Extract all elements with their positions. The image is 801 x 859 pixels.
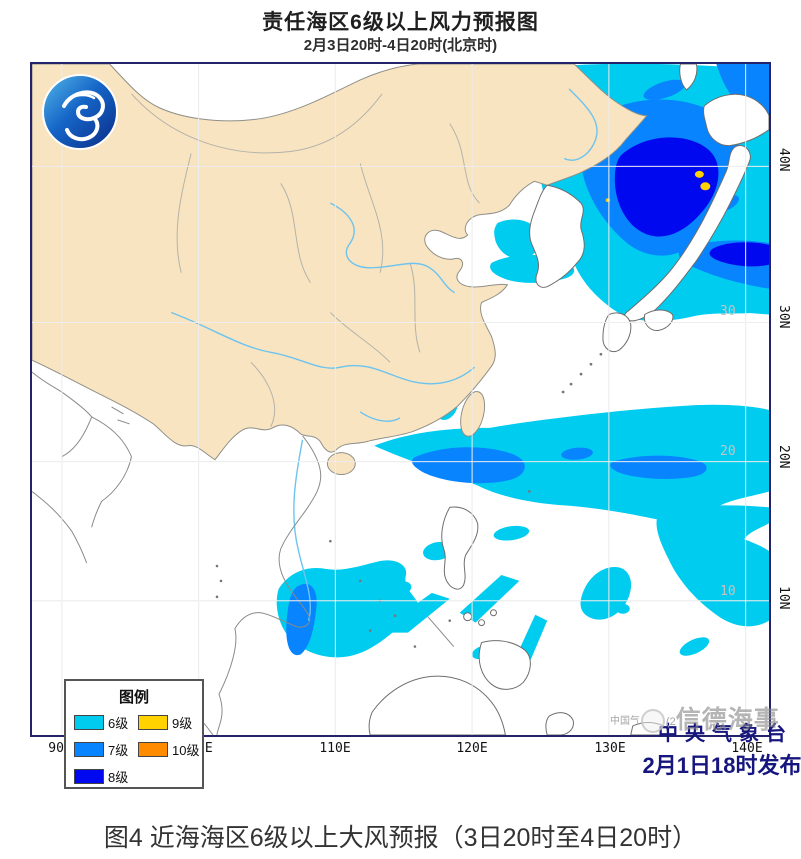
- island-hainan: [326, 452, 356, 476]
- sulawesi: [545, 712, 574, 735]
- legend-swatch-10: [138, 742, 168, 757]
- legend-item-8: 8级: [74, 767, 128, 786]
- legend-item-10: 10级: [138, 740, 199, 759]
- cma-logo: [40, 72, 120, 152]
- japan-hokkaido: [703, 93, 769, 147]
- legend-item-9: 9级: [138, 713, 192, 732]
- map-canvas: [32, 64, 769, 735]
- xaxis-120e: 120E: [456, 741, 488, 756]
- page-subtitle: 2月3日20时-4日20时(北京时): [303, 37, 498, 54]
- rivers: [170, 88, 598, 621]
- japan-shikoku: [643, 309, 674, 331]
- grid-label-30n: 30: [720, 304, 736, 319]
- continent-china: [32, 64, 648, 476]
- philippines-mindanao: [478, 640, 531, 690]
- watermark-prefix: 中国气: [610, 716, 640, 727]
- island-specks: [215, 352, 603, 648]
- korea-peninsula: [529, 184, 585, 288]
- foreign-land: [368, 64, 769, 735]
- watermark-name: 信德海事: [675, 706, 780, 734]
- legend-label-10: 10级: [172, 743, 200, 758]
- wind-area-level9: [605, 170, 711, 203]
- legend-label-9: 9级: [172, 716, 193, 731]
- legend-swatch-8: [74, 769, 104, 784]
- issuer-block: 中央气象台 2月1日18时发布: [624, 717, 801, 780]
- legend-swatch-6: [74, 715, 104, 730]
- yaxis-20n: 20N: [776, 445, 791, 469]
- legend-swatch-7: [74, 742, 104, 757]
- legend-box: 图例 6级 9级 7级 10级 8级: [64, 679, 204, 789]
- legend-title: 图例: [118, 689, 149, 706]
- yaxis-40n: 40N: [776, 148, 791, 172]
- figure-caption: 图4 近海海区6级以上大风预报（3日20时至4日20时）: [103, 824, 698, 852]
- yaxis-30n: 30N: [776, 305, 791, 329]
- grid-label-10n: 10: [720, 584, 736, 599]
- yaxis-10n: 10N: [776, 586, 791, 610]
- xaxis-110e: 110E: [319, 741, 351, 756]
- wind-area-level8: [614, 137, 769, 267]
- legend-label-8: 8级: [108, 770, 129, 785]
- legend-item-6: 6级: [74, 713, 128, 732]
- sakhalin: [679, 64, 698, 91]
- watermark-logo-circle: [641, 709, 665, 733]
- inner-borders: [131, 93, 480, 428]
- xaxis-140e: 140E: [731, 741, 763, 756]
- xaxis-130e: 130E: [594, 741, 626, 756]
- grid-label-20n: 20: [720, 444, 736, 459]
- page-title: 责任海区6级以上风力预报图: [262, 11, 539, 34]
- issuer-agency: 中央气象台: [658, 723, 793, 745]
- coastlines: [32, 371, 455, 735]
- watermark-paren: (2: [666, 716, 676, 728]
- philippines-luzon: [441, 506, 479, 590]
- legend-label-6: 6级: [108, 716, 129, 731]
- watermark: 中国气 (2 信德海事: [610, 708, 801, 733]
- issuer-time: 2月1日18时发布: [642, 753, 801, 778]
- legend-swatch-9: [138, 715, 168, 730]
- wind-forecast-map: 30 20 10 中央气象台 2月1日18时发布 图例 6级: [30, 62, 801, 789]
- borneo: [368, 675, 506, 735]
- graticule-highlight: [32, 64, 769, 735]
- legend-item-7: 7级: [74, 740, 128, 759]
- legend-label-7: 7级: [108, 743, 129, 758]
